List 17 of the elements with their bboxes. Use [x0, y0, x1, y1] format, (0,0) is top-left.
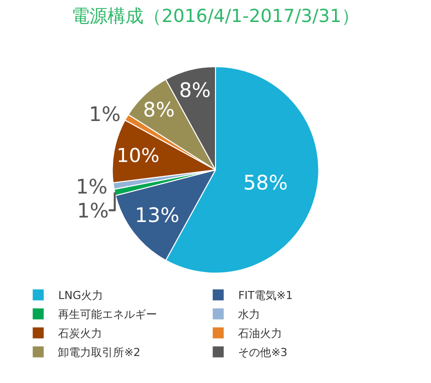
legend-label: その他※3 [238, 346, 288, 360]
data-label: 58% [243, 170, 288, 195]
chart-title: 電源構成（2016/4/1-2017/3/31） [72, 6, 360, 28]
data-label: 1% [76, 174, 108, 198]
data-label: 8% [143, 98, 175, 122]
data-label: 13% [134, 203, 180, 228]
data-label: 10% [116, 144, 160, 167]
legend-label: LNG火力 [58, 289, 104, 302]
data-label: 1% [88, 102, 121, 126]
legend-label: 石油火力 [238, 327, 282, 340]
data-label: 8% [179, 78, 211, 102]
legend-label: 石炭火力 [58, 327, 102, 340]
legend-label: 水力 [238, 308, 260, 322]
data-label: 1% [77, 198, 109, 222]
legend-label: 再生可能エネルギー [58, 308, 158, 322]
legend-label: FIT電気※1 [238, 289, 293, 302]
legend-label: 卸電力取引所※2 [58, 346, 140, 360]
